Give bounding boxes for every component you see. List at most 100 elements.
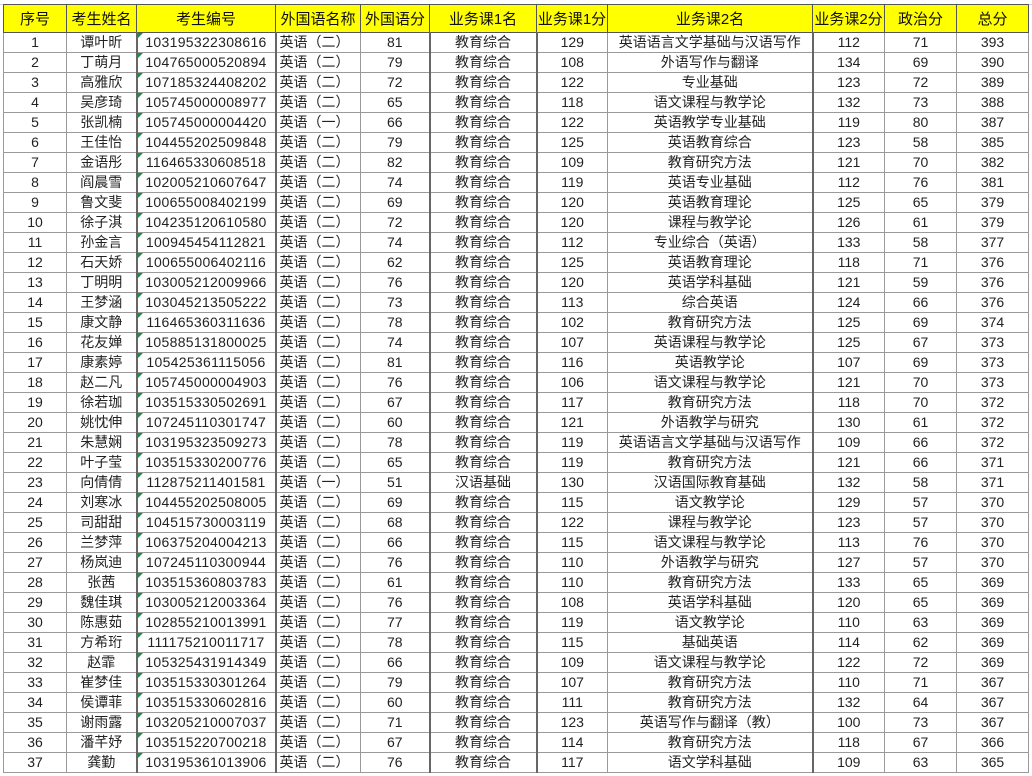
cell-col-exam-id[interactable]: 105745000004903 — [135, 372, 276, 393]
cell-col-course2-name[interactable]: 语文课程与教学论 — [607, 532, 813, 553]
cell-col-index[interactable]: 30 — [3, 612, 67, 633]
cell-col-foreign-score[interactable]: 72 — [360, 72, 430, 93]
cell-col-total[interactable]: 370 — [956, 552, 1029, 573]
cell-col-exam-id[interactable]: 105425361115056 — [135, 352, 276, 373]
cell-col-politics-score[interactable]: 66 — [884, 292, 957, 313]
cell-col-index[interactable]: 33 — [3, 672, 67, 693]
cell-col-foreign-score[interactable]: 81 — [360, 32, 430, 53]
cell-col-politics-score[interactable]: 61 — [884, 412, 957, 433]
cell-col-politics-score[interactable]: 72 — [884, 72, 957, 93]
cell-col-foreign-lang[interactable]: 英语（二） — [274, 692, 361, 713]
cell-col-course1-name[interactable]: 教育综合 — [428, 292, 537, 313]
cell-col-foreign-lang[interactable]: 英语（二） — [274, 232, 361, 253]
cell-col-name[interactable]: 司甜甜 — [66, 512, 137, 533]
cell-col-exam-id[interactable]: 103515360803783 — [135, 572, 276, 593]
cell-col-foreign-score[interactable]: 51 — [360, 472, 430, 493]
cell-col-course1-name[interactable]: 教育综合 — [428, 152, 537, 173]
cell-col-course1-name[interactable]: 教育综合 — [428, 512, 537, 533]
cell-col-foreign-lang[interactable]: 英语（二） — [274, 712, 361, 733]
cell-col-course1-name[interactable]: 教育综合 — [428, 112, 537, 133]
cell-col-exam-id[interactable]: 102855210013991 — [135, 612, 276, 633]
cell-col-exam-id[interactable]: 103515330502691 — [135, 392, 276, 413]
cell-col-total[interactable]: 370 — [956, 512, 1029, 533]
cell-col-index[interactable]: 22 — [3, 452, 67, 473]
cell-col-politics-score[interactable]: 63 — [884, 752, 957, 773]
cell-col-course1-score[interactable]: 115 — [535, 492, 608, 513]
cell-col-course1-score[interactable]: 121 — [535, 412, 608, 433]
cell-col-politics-score[interactable]: 58 — [884, 232, 957, 253]
cell-col-exam-id[interactable]: 103005212009966 — [135, 272, 276, 293]
cell-col-course1-score[interactable]: 119 — [535, 612, 608, 633]
cell-col-name[interactable]: 金语彤 — [66, 152, 137, 173]
cell-col-foreign-lang[interactable]: 英语（二） — [274, 132, 361, 153]
cell-col-course2-name[interactable]: 英语教育理论 — [607, 252, 813, 273]
cell-col-foreign-lang[interactable]: 英语（二） — [274, 412, 361, 433]
cell-col-total[interactable]: 376 — [956, 272, 1029, 293]
header-col-course2-name[interactable]: 业务课2名 — [607, 4, 813, 33]
cell-col-course1-name[interactable]: 教育综合 — [428, 92, 537, 113]
cell-col-course1-name[interactable]: 教育综合 — [428, 352, 537, 373]
cell-col-course2-score[interactable]: 123 — [811, 512, 885, 533]
cell-col-name[interactable]: 孙金言 — [66, 232, 137, 253]
cell-col-course1-name[interactable]: 教育综合 — [428, 372, 537, 393]
cell-col-name[interactable]: 吴彦琦 — [66, 92, 137, 113]
header-col-politics-score[interactable]: 政治分 — [884, 4, 957, 33]
cell-col-foreign-score[interactable]: 67 — [360, 732, 430, 753]
cell-col-name[interactable]: 兰梦萍 — [66, 532, 137, 553]
cell-col-course1-score[interactable]: 119 — [535, 172, 608, 193]
cell-col-foreign-lang[interactable]: 英语（一） — [274, 472, 361, 493]
cell-col-politics-score[interactable]: 76 — [884, 532, 957, 553]
cell-col-course2-name[interactable]: 专业基础 — [607, 72, 813, 93]
cell-col-index[interactable]: 12 — [3, 252, 67, 273]
cell-col-exam-id[interactable]: 106375204004213 — [135, 532, 276, 553]
cell-col-course2-name[interactable]: 教育研究方法 — [607, 572, 813, 593]
cell-col-index[interactable]: 24 — [3, 492, 67, 513]
cell-col-course2-score[interactable]: 132 — [811, 692, 885, 713]
cell-col-course1-name[interactable]: 教育综合 — [428, 52, 537, 73]
cell-col-politics-score[interactable]: 57 — [884, 512, 957, 533]
cell-col-total[interactable]: 369 — [956, 592, 1029, 613]
cell-col-total[interactable]: 371 — [956, 472, 1029, 493]
cell-col-foreign-lang[interactable]: 英语（二） — [274, 572, 361, 593]
cell-col-course2-name[interactable]: 英语教学专业基础 — [607, 112, 813, 133]
cell-col-course1-score[interactable]: 119 — [535, 432, 608, 453]
cell-col-course2-name[interactable]: 教育研究方法 — [607, 672, 813, 693]
cell-col-course1-name[interactable]: 教育综合 — [428, 252, 537, 273]
cell-col-foreign-lang[interactable]: 英语（二） — [274, 312, 361, 333]
cell-col-foreign-lang[interactable]: 英语（二） — [274, 672, 361, 693]
cell-col-course1-score[interactable]: 119 — [535, 452, 608, 473]
cell-col-index[interactable]: 15 — [3, 312, 67, 333]
cell-col-course2-name[interactable]: 英语教育理论 — [607, 192, 813, 213]
cell-col-course1-name[interactable]: 汉语基础 — [428, 472, 537, 493]
cell-col-foreign-lang[interactable]: 英语（二） — [274, 592, 361, 613]
cell-col-politics-score[interactable]: 73 — [884, 92, 957, 113]
cell-col-total[interactable]: 387 — [956, 112, 1029, 133]
cell-col-total[interactable]: 372 — [956, 432, 1029, 453]
cell-col-name[interactable]: 王佳怡 — [66, 132, 137, 153]
cell-col-foreign-lang[interactable]: 英语（二） — [274, 492, 361, 513]
cell-col-course2-name[interactable]: 课程与教学论 — [607, 212, 813, 233]
cell-col-index[interactable]: 21 — [3, 432, 67, 453]
cell-col-course1-score[interactable]: 102 — [535, 312, 608, 333]
cell-col-course2-score[interactable]: 123 — [811, 72, 885, 93]
cell-col-exam-id[interactable]: 107245110301747 — [135, 412, 276, 433]
cell-col-course2-name[interactable]: 语文课程与教学论 — [607, 372, 813, 393]
cell-col-exam-id[interactable]: 107185324408202 — [135, 72, 276, 93]
cell-col-foreign-lang[interactable]: 英语（二） — [274, 652, 361, 673]
cell-col-foreign-score[interactable]: 69 — [360, 192, 430, 213]
cell-col-course1-name[interactable]: 教育综合 — [428, 332, 537, 353]
cell-col-exam-id[interactable]: 100655006402116 — [135, 252, 276, 273]
cell-col-exam-id[interactable]: 103195322308616 — [135, 32, 276, 53]
cell-col-index[interactable]: 11 — [3, 232, 67, 253]
cell-col-exam-id[interactable]: 103205210007037 — [135, 712, 276, 733]
cell-col-course2-name[interactable]: 教育研究方法 — [607, 392, 813, 413]
cell-col-exam-id[interactable]: 104455202508005 — [135, 492, 276, 513]
cell-col-course1-name[interactable]: 教育综合 — [428, 212, 537, 233]
cell-col-course1-name[interactable]: 教育综合 — [428, 312, 537, 333]
cell-col-foreign-score[interactable]: 79 — [360, 52, 430, 73]
cell-col-politics-score[interactable]: 71 — [884, 252, 957, 273]
cell-col-name[interactable]: 方希珩 — [66, 632, 137, 653]
cell-col-course2-name[interactable]: 英语教学论 — [607, 352, 813, 373]
cell-col-foreign-score[interactable]: 68 — [360, 512, 430, 533]
cell-col-course2-score[interactable]: 134 — [811, 52, 885, 73]
